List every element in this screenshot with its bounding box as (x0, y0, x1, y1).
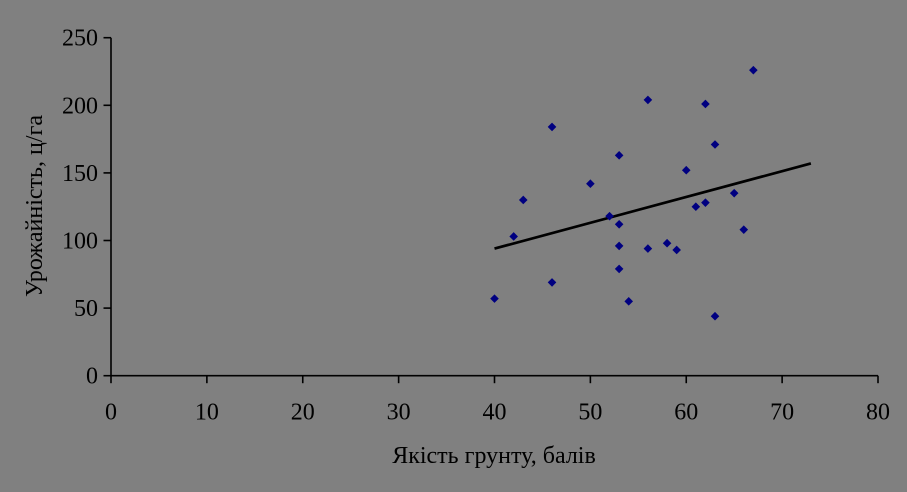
data-point (710, 140, 720, 149)
y-tick-label: 150 (62, 161, 98, 187)
data-point (662, 238, 672, 248)
data-point (710, 311, 720, 321)
data-point (729, 188, 739, 198)
data-point (614, 264, 624, 274)
data-point (681, 165, 691, 175)
data-point (749, 65, 758, 75)
x-tick-label: 60 (674, 400, 698, 426)
x-tick-label: 70 (770, 400, 794, 426)
x-tick-label: 10 (195, 400, 219, 426)
y-tick-label: 250 (62, 26, 98, 52)
data-point (691, 202, 701, 211)
y-tick-label: 0 (86, 364, 98, 390)
data-point (586, 179, 595, 189)
data-point (701, 198, 710, 207)
data-point (509, 232, 518, 241)
y-axis-title: Урожайність, ц/га (22, 115, 48, 297)
x-tick-label: 30 (387, 400, 411, 426)
y-tick-label: 200 (62, 93, 98, 119)
data-point (614, 219, 624, 229)
data-point (614, 241, 624, 251)
data-point (624, 297, 634, 306)
data-point (701, 99, 710, 109)
data-point (614, 151, 624, 160)
x-tick-label: 0 (105, 400, 117, 426)
x-tick-label: 20 (291, 400, 315, 426)
data-point (547, 122, 557, 132)
y-tick-label: 100 (62, 229, 98, 255)
plot-area: 0 10 20 30 40 50 60 70 80 0 50 100 150 200 250 (62, 26, 890, 426)
x-tick-label: 40 (483, 400, 507, 426)
data-point (605, 211, 614, 221)
trend-line (494, 162, 812, 250)
data-point (643, 244, 653, 253)
x-tick-label: 50 (578, 400, 602, 426)
x-axis-title: Якість грунту, балів (392, 443, 596, 469)
y-tick-label: 50 (74, 296, 98, 322)
data-point (643, 95, 653, 105)
x-tick-label: 80 (866, 400, 890, 426)
data-point (672, 245, 681, 255)
data-point (547, 278, 557, 287)
data-point (518, 195, 528, 205)
data-point (739, 225, 749, 234)
data-point (490, 294, 499, 303)
